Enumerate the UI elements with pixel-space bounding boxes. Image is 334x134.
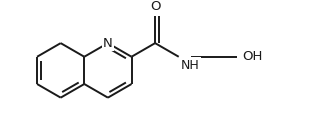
Text: OH: OH [242,50,262,63]
Text: N: N [103,37,113,50]
Text: O: O [150,0,160,13]
Text: NH: NH [181,59,199,72]
